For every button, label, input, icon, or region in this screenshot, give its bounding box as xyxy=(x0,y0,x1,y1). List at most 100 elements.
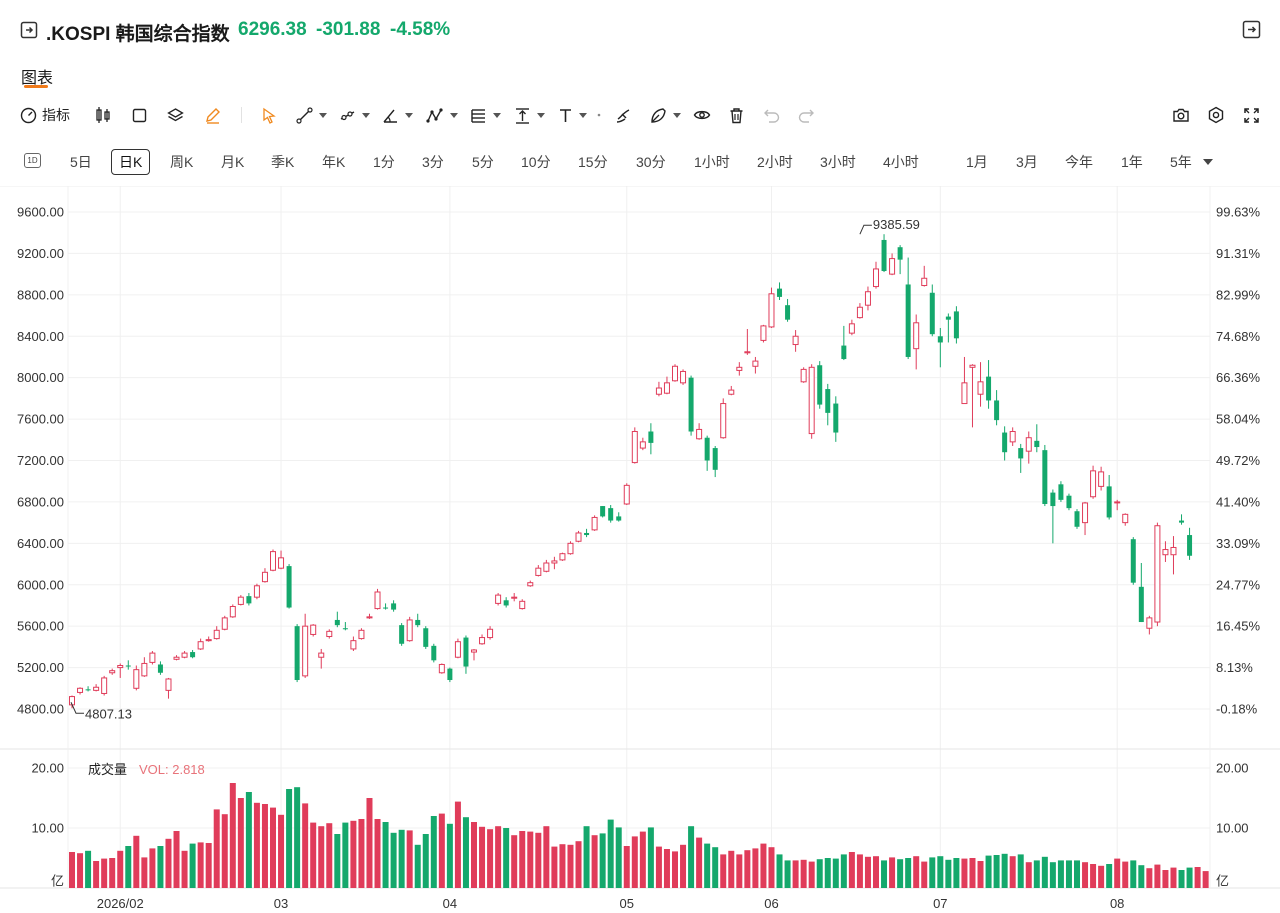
volume-bar xyxy=(607,819,614,888)
fib-tool-icon[interactable] xyxy=(470,103,501,127)
period-daily[interactable]: 日K xyxy=(111,149,151,175)
volume-bar xyxy=(663,849,670,888)
candle xyxy=(261,568,268,583)
period-15min[interactable]: 15分 xyxy=(578,154,608,170)
fullscreen-icon[interactable] xyxy=(1243,103,1260,127)
period-1h[interactable]: 1小时 xyxy=(694,154,730,170)
candle xyxy=(720,398,727,439)
candle xyxy=(423,626,429,649)
chart-grid xyxy=(0,186,1280,889)
candle xyxy=(1162,541,1169,562)
period-5d[interactable]: 5日 xyxy=(70,154,92,170)
line-tool-icon[interactable] xyxy=(296,103,327,127)
eye-icon[interactable] xyxy=(693,103,711,127)
candle xyxy=(173,655,180,661)
period-1y[interactable]: 1年 xyxy=(1121,154,1143,170)
angle-tool-icon[interactable] xyxy=(382,103,413,127)
pct-tick-label: 8.13% xyxy=(1216,660,1253,675)
period-ytd[interactable]: 今年 xyxy=(1065,154,1093,170)
candle-body-down xyxy=(294,626,300,681)
candle-body-up xyxy=(197,641,204,650)
volume-bar xyxy=(1041,856,1048,888)
high-marker-line xyxy=(859,224,872,235)
period-weekly[interactable]: 周K xyxy=(170,154,194,170)
candle-body-up xyxy=(141,662,148,677)
volume-bar xyxy=(237,798,244,888)
candle-body-up xyxy=(1098,471,1105,487)
candle-body-up xyxy=(969,364,976,368)
volume-bar xyxy=(800,859,807,888)
candle-body-up xyxy=(471,649,477,653)
candle-body-down xyxy=(881,239,887,272)
period-2h[interactable]: 2小时 xyxy=(757,154,793,170)
chevron-down-icon xyxy=(673,112,681,118)
cursor-icon[interactable] xyxy=(262,103,277,127)
volume-bar xyxy=(1162,870,1169,888)
settings-icon[interactable] xyxy=(1207,103,1225,127)
period-10min[interactable]: 10分 xyxy=(521,154,551,170)
candlestick-icon[interactable] xyxy=(95,103,111,127)
square-icon[interactable] xyxy=(132,103,147,127)
period-30min[interactable]: 30分 xyxy=(636,154,666,170)
candle-body-down xyxy=(431,645,437,661)
candle-body-down xyxy=(929,292,935,335)
period-3h[interactable]: 3小时 xyxy=(820,154,856,170)
candle-body-up xyxy=(752,360,759,367)
volume-bar xyxy=(535,832,542,888)
trash-icon[interactable] xyxy=(729,103,744,127)
volume-bar xyxy=(519,831,526,888)
period-5min[interactable]: 5分 xyxy=(472,154,494,170)
candle-body-up xyxy=(1025,437,1032,452)
candle-body-up xyxy=(511,596,518,599)
ray-tool-icon[interactable] xyxy=(339,103,370,127)
undo-icon[interactable] xyxy=(763,103,780,127)
time-axis: 2026/02 03 04 05 06 07 08 xyxy=(97,896,1125,911)
candle xyxy=(559,552,566,561)
period-3mo[interactable]: 3月 xyxy=(1016,154,1038,170)
layers-icon[interactable] xyxy=(167,103,184,127)
candle xyxy=(1130,537,1136,585)
pen-tool-icon[interactable] xyxy=(650,103,681,127)
chevron-down-icon[interactable] xyxy=(1203,159,1213,165)
redo-icon[interactable] xyxy=(798,103,815,127)
volume-bar xyxy=(334,834,341,888)
candle xyxy=(945,313,951,343)
volume-bar xyxy=(929,857,936,888)
camera-icon[interactable] xyxy=(1172,103,1190,127)
kospi-candlestick-chart[interactable]: 9600.00 9200.00 8800.00 8400.00 8000.00 7600.… xyxy=(0,186,1280,913)
period-1d-button[interactable]: 1D xyxy=(24,153,41,168)
period-1min[interactable]: 1分 xyxy=(373,154,395,170)
candle xyxy=(318,648,325,669)
candle-body-up xyxy=(527,582,534,587)
measure-tool-icon[interactable] xyxy=(514,103,545,127)
tab-chart[interactable]: 图表 xyxy=(21,70,54,87)
expand-icon[interactable] xyxy=(1242,20,1261,39)
period-1mo[interactable]: 1月 xyxy=(966,154,988,170)
period-yearly[interactable]: 年K xyxy=(322,154,346,170)
period-3min[interactable]: 3分 xyxy=(422,154,444,170)
period-monthly[interactable]: 月K xyxy=(221,154,245,170)
period-4h[interactable]: 4小时 xyxy=(883,154,919,170)
text-tool-icon[interactable] xyxy=(558,103,587,127)
exit-icon[interactable] xyxy=(20,21,38,39)
candle-body-down xyxy=(825,389,831,413)
wave-tool-icon[interactable] xyxy=(426,103,458,127)
brush-tool-icon[interactable] xyxy=(615,103,632,127)
candle-body-up xyxy=(1170,546,1177,556)
candle xyxy=(342,622,348,631)
candle xyxy=(994,390,1000,426)
volume-bar xyxy=(752,848,759,888)
volume-bar xyxy=(197,842,204,888)
time-tick-label: 04 xyxy=(443,896,457,911)
period-quarterly[interactable]: 季K xyxy=(271,154,295,170)
indicators-button[interactable]: 指标 xyxy=(20,103,70,127)
volume-bar xyxy=(832,858,839,888)
period-5y[interactable]: 5年 xyxy=(1170,154,1192,170)
candle-body-up xyxy=(856,306,863,319)
candle xyxy=(986,360,992,409)
candle xyxy=(1114,499,1121,511)
volume-bar xyxy=(688,826,695,888)
volume-bar xyxy=(655,846,662,888)
candle xyxy=(889,253,896,276)
pencil-icon[interactable] xyxy=(204,103,221,127)
